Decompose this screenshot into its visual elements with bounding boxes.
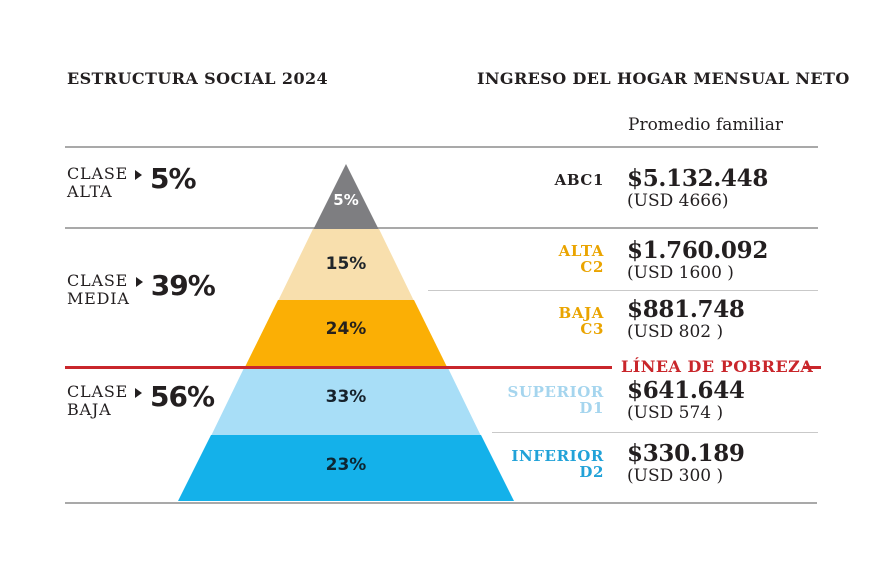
income-value-abc1: $5.132.448 (USD 4666) — [627, 166, 768, 212]
income-level-label-d2: INFERIOR D2 — [440, 448, 604, 480]
income-level-label-c2: ALTA C2 — [440, 243, 604, 275]
poverty-line-dash — [803, 366, 821, 369]
income-ars: $1.760.092 — [627, 237, 769, 264]
label-line: ABC1 — [554, 171, 604, 189]
label-line: ALTA — [558, 242, 604, 260]
pyramid-chart: 5% 15% 24% 33% 23% — [178, 164, 514, 501]
income-level-label-c3: BAJA C3 — [440, 305, 604, 337]
class-name-line1: CLASE — [67, 164, 129, 183]
label-line: C2 — [580, 258, 604, 276]
income-usd: (USD 300 ) — [627, 466, 724, 486]
segment-pct-label: 23% — [325, 455, 367, 475]
income-level-label-abc1: ABC1 — [440, 172, 604, 188]
class-name: CLASE BAJA — [67, 383, 129, 419]
arrow-right-icon — [135, 170, 142, 180]
income-value-d1: $641.644 (USD 574 ) — [627, 378, 745, 424]
income-usd: (USD 4666) — [627, 191, 729, 211]
class-name-line2: MEDIA — [67, 289, 130, 308]
class-name: CLASE ALTA — [67, 165, 129, 201]
class-name-line1: CLASE — [67, 271, 129, 290]
pyramid-segment-c3 — [244, 300, 448, 369]
income-ars: $641.644 — [627, 377, 745, 404]
segment-pct-label: 15% — [325, 254, 367, 274]
segment-pct-label: 24% — [325, 319, 367, 339]
class-group-baja: CLASE BAJA 56% — [67, 380, 215, 419]
label-line: INFERIOR — [511, 447, 604, 465]
left-section-title: ESTRUCTURA SOCIAL 2024 — [67, 69, 329, 88]
divider-bottom — [65, 502, 817, 504]
income-ars: $330.189 — [627, 440, 745, 467]
income-usd: (USD 1600 ) — [627, 263, 734, 283]
income-value-d2: $330.189 (USD 300 ) — [627, 441, 745, 487]
poverty-line-label: LÍNEA DE POBREZA — [621, 357, 814, 376]
label-line: D1 — [579, 399, 604, 417]
label-line: SUPERIOR — [507, 383, 604, 401]
class-pct: 39% — [150, 269, 216, 302]
income-ars: $5.132.448 — [627, 165, 769, 192]
class-name-line2: BAJA — [67, 400, 112, 419]
income-ars: $881.748 — [627, 296, 745, 323]
income-value-c3: $881.748 (USD 802 ) — [627, 297, 745, 343]
class-group-media: CLASE MEDIA 39% — [67, 269, 216, 308]
income-usd: (USD 802 ) — [627, 322, 724, 342]
class-pct: 56% — [150, 380, 215, 413]
right-section-title: INGRESO DEL HOGAR MENSUAL NETO — [477, 69, 850, 88]
class-name: CLASE MEDIA — [67, 272, 130, 308]
label-line: BAJA — [558, 304, 604, 322]
divider-row-c2-c3 — [428, 290, 818, 291]
class-group-alta: CLASE ALTA 5% — [67, 162, 197, 201]
segment-pct-label: 5% — [333, 191, 359, 209]
divider-top — [65, 146, 818, 148]
class-pct: 5% — [150, 162, 197, 195]
divider-row-d1-d2 — [492, 432, 818, 433]
pyramid-segment-d2 — [178, 435, 514, 501]
income-value-c2: $1.760.092 (USD 1600 ) — [627, 238, 768, 284]
poverty-line — [65, 366, 612, 369]
income-usd: (USD 574 ) — [627, 403, 724, 423]
promedio-familiar-label: Promedio familiar — [628, 115, 784, 135]
pyramid-segment-d1 — [211, 368, 481, 436]
class-name-line2: ALTA — [67, 182, 113, 201]
class-name-line1: CLASE — [67, 382, 129, 401]
income-level-label-d1: SUPERIOR D1 — [440, 384, 604, 416]
arrow-right-icon — [135, 277, 143, 287]
label-line: C3 — [580, 320, 604, 338]
divider-row-abc1 — [65, 227, 818, 229]
segment-pct-label: 33% — [325, 387, 367, 407]
arrow-right-icon — [135, 388, 142, 398]
label-line: D2 — [579, 463, 604, 481]
